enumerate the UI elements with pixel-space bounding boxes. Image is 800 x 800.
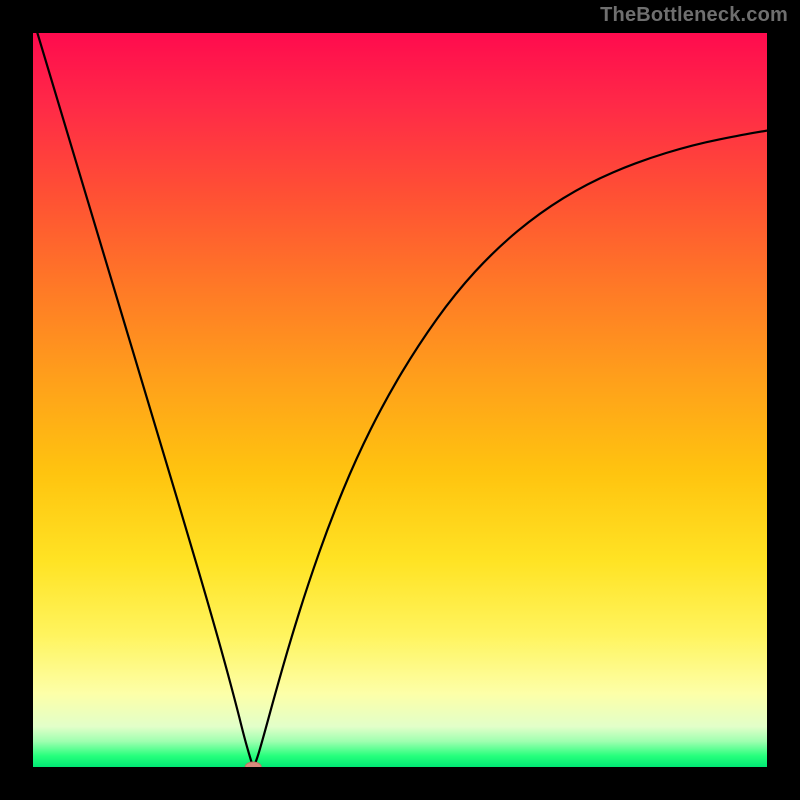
plot-area [33, 33, 767, 767]
watermark-text: TheBottleneck.com [600, 4, 788, 27]
plot-background [33, 33, 767, 767]
chart-svg [33, 33, 767, 767]
chart-container: TheBottleneck.com [0, 0, 800, 800]
